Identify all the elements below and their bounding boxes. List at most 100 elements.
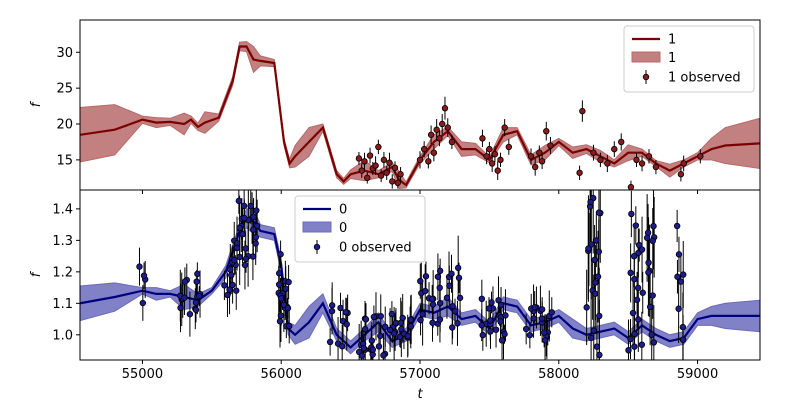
observed-point <box>370 313 378 321</box>
observed-point <box>407 316 414 323</box>
observed-point <box>449 324 456 331</box>
legend-band-swatch <box>302 221 332 233</box>
observed-point <box>361 325 369 333</box>
observed-point <box>595 209 603 216</box>
y-tick-label: 20 <box>56 118 73 133</box>
observed-point <box>436 316 444 323</box>
observed-point <box>239 230 246 238</box>
observed-point <box>275 270 283 277</box>
observed-point <box>396 333 404 341</box>
observed-point <box>181 294 188 301</box>
legend-frame <box>294 195 426 263</box>
observed-point <box>444 124 451 131</box>
observed-point <box>404 332 411 340</box>
observed-point <box>361 158 368 165</box>
observed-point <box>429 319 436 326</box>
observed-point <box>326 338 334 346</box>
observed-point <box>576 169 583 176</box>
observed-point <box>645 153 653 160</box>
observed-point <box>280 301 288 309</box>
observed-point <box>398 325 405 333</box>
observed-point <box>541 337 549 344</box>
observed-point <box>652 163 660 171</box>
observed-point <box>628 210 635 218</box>
observed-point <box>631 275 638 283</box>
observed-point <box>443 294 451 301</box>
observed-point <box>277 312 285 319</box>
x-tick-label: 58000 <box>538 367 579 382</box>
observed-point <box>380 352 387 359</box>
observed-point <box>241 214 248 222</box>
observed-point <box>455 274 463 282</box>
observed-point <box>583 304 590 311</box>
uncertainty-band <box>80 208 760 355</box>
observed-point <box>397 171 404 178</box>
observed-point <box>522 325 530 333</box>
observed-point <box>375 143 382 151</box>
observed-point <box>487 328 494 335</box>
observed-point <box>337 304 344 312</box>
plot-area <box>80 190 760 360</box>
observed-point <box>277 251 284 258</box>
observed-point <box>502 312 509 319</box>
y-tick-label: 1.0 <box>52 328 73 343</box>
observed-point <box>226 286 233 293</box>
observed-point <box>650 339 658 346</box>
observed-point <box>478 322 485 329</box>
observed-point <box>372 162 379 169</box>
x-axis-label: t <box>417 387 423 400</box>
observed-point <box>649 237 656 245</box>
y-tick-label: 1.1 <box>52 297 73 312</box>
observed-point <box>247 202 254 210</box>
observed-point <box>531 163 539 171</box>
observed-point <box>638 341 646 348</box>
observed-point <box>643 234 651 242</box>
observed-point <box>358 167 365 174</box>
y-tick-label: 30 <box>56 46 73 61</box>
observed-point <box>677 171 685 178</box>
observed-point <box>644 229 652 237</box>
observed-point <box>419 311 426 318</box>
observed-point <box>631 330 638 338</box>
observed-point <box>543 127 550 135</box>
observed-point <box>386 326 394 334</box>
observed-point <box>595 248 602 255</box>
observed-point <box>278 295 285 302</box>
observed-point <box>488 160 496 167</box>
observed-point <box>679 336 687 343</box>
observed-point <box>593 343 601 350</box>
observed-point <box>427 131 435 138</box>
legend-frame <box>623 25 755 93</box>
observed-point <box>630 252 638 260</box>
observed-point <box>645 269 652 276</box>
observed-point <box>538 306 546 313</box>
observed-point <box>355 155 363 162</box>
observed-point <box>579 107 586 115</box>
observed-point <box>697 153 704 160</box>
legend-points-label: 0 observed <box>339 241 412 256</box>
observed-point <box>548 309 555 316</box>
observed-point <box>428 295 436 303</box>
observed-point <box>527 153 535 160</box>
observed-point <box>633 156 640 164</box>
y-tick-label: 1.3 <box>52 234 73 249</box>
observed-point <box>638 160 646 167</box>
observed-point <box>407 323 414 330</box>
observed-point <box>196 292 203 300</box>
observed-point <box>479 331 487 339</box>
observed-point <box>679 323 687 331</box>
observed-point <box>538 158 546 165</box>
observed-point <box>497 318 504 325</box>
observed-point <box>441 105 449 112</box>
observed-point <box>587 198 594 206</box>
observed-point <box>366 152 374 159</box>
observed-point <box>498 337 506 344</box>
observed-point <box>590 149 597 156</box>
observed-point <box>383 169 390 176</box>
observed-point <box>368 337 376 344</box>
observed-point <box>328 307 336 315</box>
observed-point <box>611 145 618 153</box>
legend: 1 1 1 observed <box>623 25 755 93</box>
observed-point <box>434 273 442 280</box>
